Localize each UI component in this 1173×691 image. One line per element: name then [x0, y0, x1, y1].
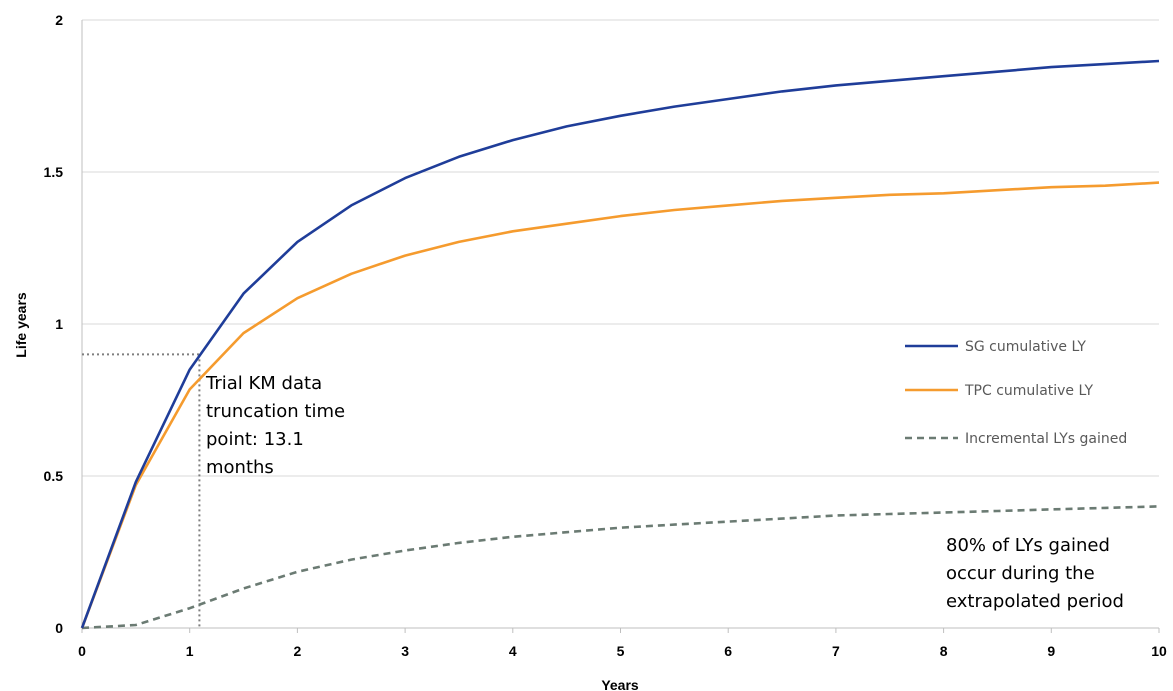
x-tick-label: 3	[401, 643, 409, 659]
y-axis-title: Life years	[13, 292, 29, 358]
axes	[81, 20, 1160, 633]
annotation-truncation-line: point: 13.1	[206, 429, 304, 450]
y-tick-label: 2	[55, 12, 63, 28]
annotations: Trial KM data truncation time point: 13.1 m…	[205, 373, 1124, 612]
legend-label: SG cumulative LY	[965, 339, 1086, 355]
y-tick-label: 0	[55, 620, 63, 636]
y-tick-label: 0.5	[44, 468, 64, 484]
annotation-extrapolated-line: 80% of LYs gained	[946, 535, 1110, 556]
annotation-extrapolated-line: occur during the	[946, 563, 1095, 584]
series-line-tpc-cumulative-ly	[80, 181, 1160, 629]
series-line-sg-cumulative-ly	[80, 59, 1160, 629]
x-tick-label: 6	[724, 643, 732, 659]
tick-labels: 0 0.5 1 1.5 2 0 1 2 3 4 5 6 7 8 9 10	[44, 12, 1167, 659]
x-tick-label: 4	[509, 643, 517, 659]
y-tick-label: 1	[55, 316, 63, 332]
annotation-extrapolated-line: extrapolated period	[946, 591, 1124, 612]
legend-label: Incremental LYs gained	[965, 431, 1127, 447]
x-tick-label: 10	[1151, 643, 1167, 659]
x-tick-label: 9	[1047, 643, 1055, 659]
legend: SG cumulative LY TPC cumulative LY Increme…	[905, 339, 1127, 447]
series-line-incremental-lys-gained	[81, 505, 1160, 630]
legend-label: TPC cumulative LY	[964, 383, 1093, 399]
x-tick-label: 0	[78, 643, 86, 659]
series-lines	[80, 59, 1160, 630]
gridlines	[82, 19, 1159, 477]
x-axis-title: Years	[601, 677, 639, 691]
reference-lines	[82, 353, 201, 628]
x-tick-label: 7	[832, 643, 840, 659]
annotation-truncation-line: truncation time	[206, 401, 345, 422]
y-tick-label: 1.5	[44, 164, 64, 180]
x-tick-label: 1	[186, 643, 194, 659]
annotation-truncation-line: months	[206, 457, 274, 478]
x-tick-label: 5	[617, 643, 625, 659]
annotation-truncation-line: Trial KM data	[205, 373, 322, 394]
x-tick-label: 8	[940, 643, 948, 659]
x-tick-label: 2	[294, 643, 302, 659]
